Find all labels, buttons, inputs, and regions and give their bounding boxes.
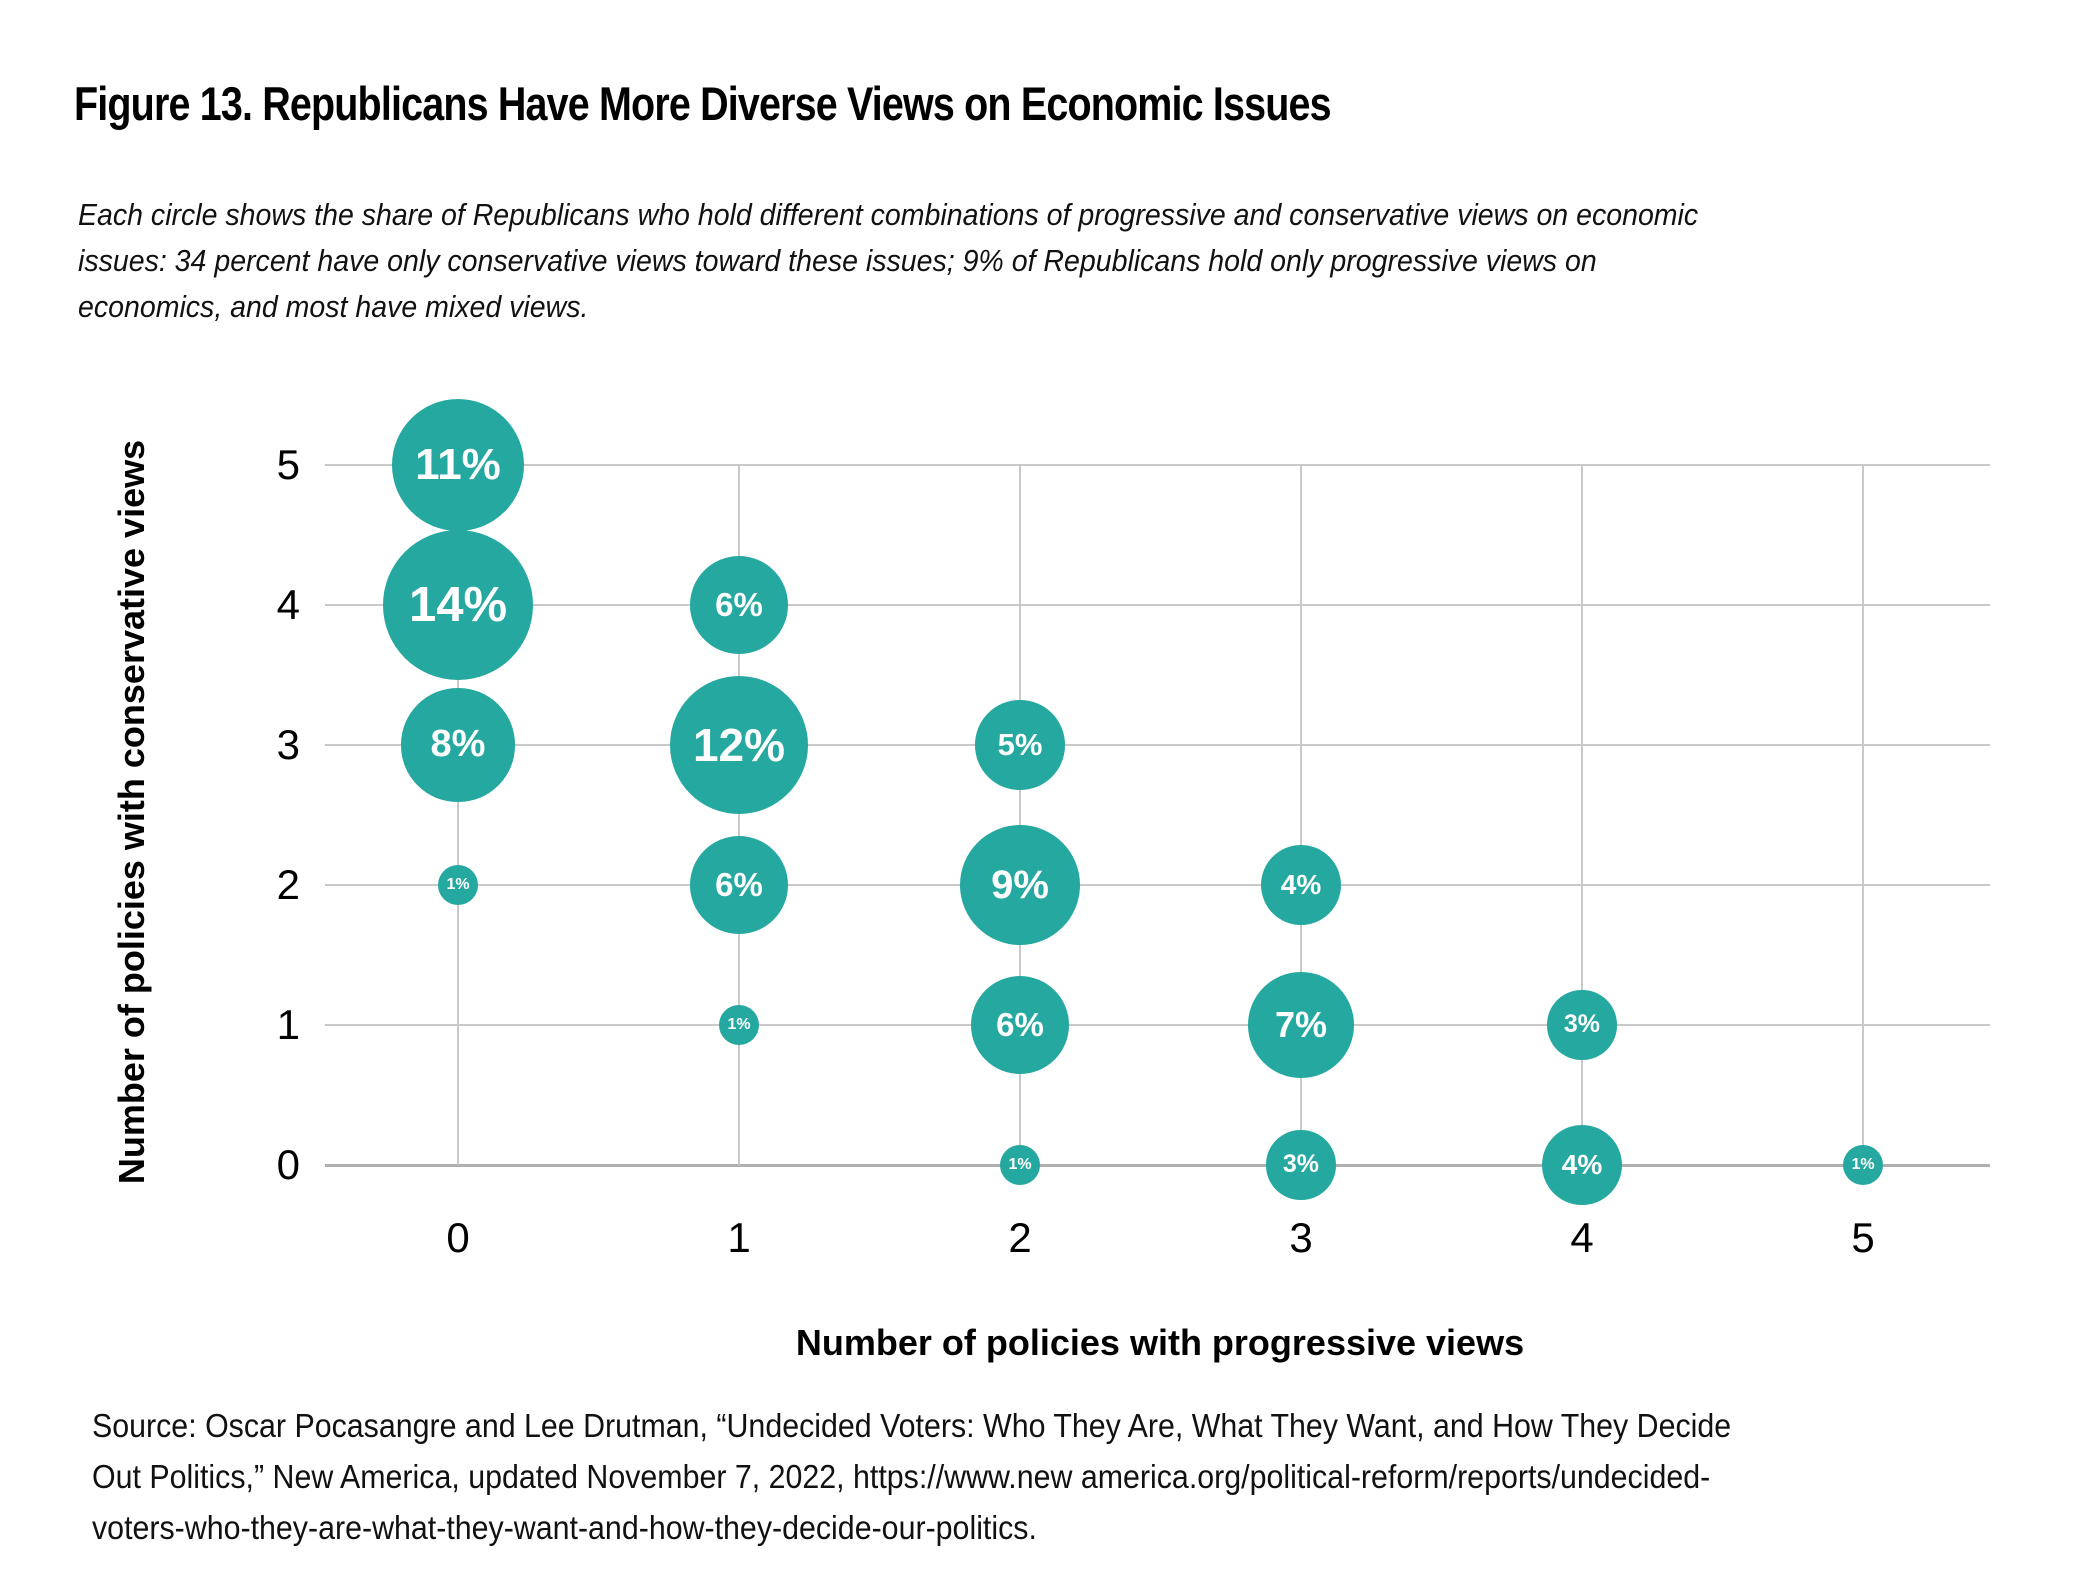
subtitle-line: economics, and most have mixed views. (78, 289, 589, 324)
bubble: 12% (669, 675, 809, 815)
subtitle-line: issues: 34 percent have only conservativ… (78, 243, 1597, 278)
bubble-value-label: 4% (1561, 1149, 1603, 1180)
x-tick-label: 3 (1289, 1214, 1313, 1261)
bubble: 1% (719, 1005, 759, 1045)
bubble: 6% (690, 836, 788, 934)
gridline-horizontal (325, 744, 1990, 746)
y-tick-label: 0 (276, 1141, 300, 1188)
gridline-horizontal (325, 1024, 1990, 1026)
bubble-value-label: 3% (1282, 1150, 1320, 1179)
bubble-value-label: 4% (1280, 869, 1322, 900)
bubble: 3% (1266, 1130, 1336, 1200)
bubble: 6% (971, 976, 1069, 1074)
bubble-value-label: 6% (715, 585, 763, 623)
x-tick-label: 0 (446, 1214, 470, 1261)
y-axis-title: Number of policies with conservative vie… (111, 439, 152, 1185)
gridline-horizontal (325, 884, 1990, 886)
bubble: 1% (1843, 1145, 1883, 1185)
bubble: 4% (1261, 845, 1341, 925)
gridline-vertical (1862, 465, 1864, 1165)
figure-subtitle: Each circle shows the share of Republica… (78, 192, 1698, 330)
bubble-value-label: 6% (996, 1005, 1044, 1043)
y-tick-label: 1 (276, 1001, 300, 1048)
y-tick-label: 4 (276, 581, 300, 628)
bubble-value-label: 1% (727, 1016, 751, 1033)
bubble: 11% (391, 398, 525, 532)
x-tick-label: 4 (1570, 1214, 1594, 1261)
gridline-horizontal (325, 604, 1990, 606)
gridline-vertical (1581, 465, 1583, 1165)
bubble-value-label: 1% (1008, 1156, 1032, 1173)
gridline-vertical (1019, 465, 1021, 1165)
bubble: 7% (1248, 972, 1354, 1078)
gridline-horizontal (325, 1163, 1990, 1167)
x-axis-title: Number of policies with progressive view… (795, 1322, 1525, 1363)
bubble-value-label: 6% (715, 865, 763, 903)
gridline-vertical (457, 465, 459, 1165)
bubble: 3% (1547, 990, 1617, 1060)
bubble: 5% (975, 700, 1065, 790)
bubble: 9% (960, 825, 1080, 945)
bubble-value-label: 11% (415, 439, 501, 489)
bubble-value-label: 14% (408, 577, 508, 632)
bubble-value-label: 9% (991, 862, 1049, 907)
x-tick-label: 5 (1851, 1214, 1875, 1261)
gridline-horizontal (325, 464, 1990, 466)
figure-title: Figure 13. Republicans Have More Diverse… (74, 77, 1332, 130)
bubble: 8% (401, 688, 515, 802)
bubble-value-label: 12% (692, 718, 786, 771)
gridline-vertical (738, 465, 740, 1165)
source-line: Source: Oscar Pocasangre and Lee Drutman… (92, 1407, 1732, 1444)
bubble: 14% (383, 530, 533, 680)
bubble-value-label: 1% (446, 876, 470, 893)
bubble-value-label: 8% (430, 723, 486, 766)
x-tick-label: 1 (727, 1214, 751, 1261)
y-tick-label: 5 (276, 441, 300, 488)
gridline-vertical (1300, 465, 1302, 1165)
bubble: 1% (1000, 1145, 1040, 1185)
bubble-value-label: 3% (1563, 1010, 1601, 1039)
subtitle-line: Each circle shows the share of Republica… (78, 197, 1699, 232)
source-line: voters-who-they-are-what-they-want-and-h… (92, 1509, 1037, 1546)
y-tick-label: 3 (276, 721, 300, 768)
bubble: 6% (690, 556, 788, 654)
y-tick-label: 2 (276, 861, 300, 908)
bubble: 4% (1542, 1125, 1622, 1205)
bubble: 1% (438, 865, 478, 905)
source-line: Out Politics,” New America, updated Nove… (92, 1458, 1711, 1495)
bubble-value-label: 1% (1851, 1156, 1875, 1173)
bubble-value-label: 7% (1274, 1003, 1327, 1045)
x-tick-label: 2 (1008, 1214, 1032, 1261)
source-note: Source: Oscar Pocasangre and Lee Drutman… (92, 1400, 1731, 1553)
bubble-value-label: 5% (997, 726, 1043, 762)
